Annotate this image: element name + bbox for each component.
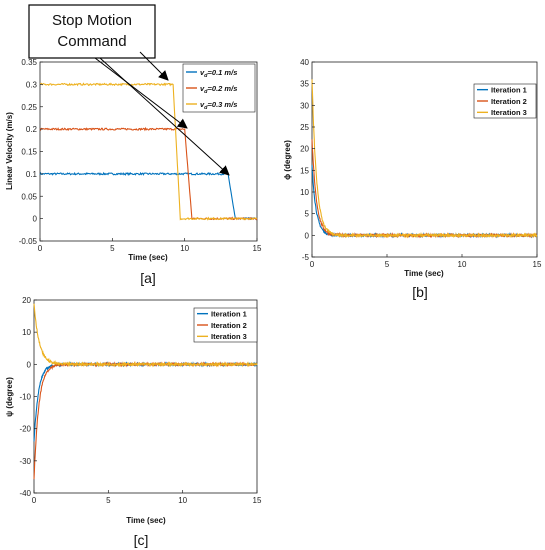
legend-b: Iteration 1 Iteration 2 Iteration 3 [473, 83, 537, 119]
xtick-label-b: 0 [310, 260, 315, 269]
ytick-label-c: 20 [22, 296, 31, 305]
xtick-label-a: 10 [180, 244, 189, 253]
xtick-label-c: 5 [106, 496, 111, 505]
ytick-label-c: 0 [27, 360, 32, 369]
xlabel-c: Time (sec) [126, 516, 166, 525]
xtick-label-b: 5 [385, 260, 390, 269]
series-line-b-3 [311, 79, 538, 239]
callout-box [28, 4, 156, 59]
legend-label-a-1: vd=0.1 m/s [200, 68, 237, 79]
legend-label-a-3: vd=0.3 m/s [200, 100, 237, 111]
callout-line-2: Command [57, 33, 126, 50]
ytick-label-b: 5 [305, 210, 310, 219]
ytick-label-c: 10 [22, 328, 31, 337]
ytick-label-c: -40 [19, 489, 31, 498]
ytick-label-b: 15 [300, 166, 309, 175]
legend-label-b-3: Iteration 3 [491, 108, 527, 117]
legend-label-c-1: Iteration 1 [211, 309, 247, 318]
ylabel-b: ϕ (degree) [283, 140, 292, 180]
legend-label-c-2: Iteration 2 [211, 321, 247, 330]
ytick-label-a: 0.2 [26, 125, 38, 134]
xlabel-b: Time (sec) [404, 269, 444, 278]
xtick-label-a: 0 [38, 244, 43, 253]
ytick-label-a: 0.25 [21, 103, 37, 112]
legend-a: vd=0.1 m/s vd=0.2 m/s vd=0.3 m/s [182, 63, 256, 113]
xtick-label-c: 0 [32, 496, 37, 505]
callout-arrow-1 [139, 51, 169, 81]
callout-arrow-2 [94, 57, 188, 129]
series-line-c-3 [33, 303, 258, 368]
ytick-label-b: -5 [302, 253, 310, 262]
ytick-label-b: 10 [300, 188, 309, 197]
ylabel-a: Linear Velocity (m/s) [5, 112, 14, 190]
panel-label-b: [b] [412, 284, 428, 300]
callout-line-1: Stop Motion [52, 12, 132, 29]
callout-arrow-3 [99, 57, 230, 176]
panel-label-a: [a] [140, 270, 156, 286]
xtick-label-c: 10 [178, 496, 187, 505]
legend-label-b-1: Iteration 1 [491, 85, 527, 94]
ytick-label-b: 0 [305, 231, 310, 240]
ytick-label-b: 25 [300, 123, 309, 132]
xtick-label-b: 15 [533, 260, 542, 269]
legend-label-a-2: vd=0.2 m/s [200, 84, 237, 95]
series-line-a-3 [39, 82, 258, 221]
legend-label-b-2: Iteration 2 [491, 97, 527, 106]
ytick-label-a: 0.3 [26, 80, 38, 89]
ytick-label-a: 0.35 [21, 58, 37, 67]
panel-c: 0 5 10 15 -40 -30 -20 -10 0 10 20 Time (sec) ψ (de… [5, 296, 262, 548]
ytick-label-a: 0.05 [21, 192, 37, 201]
ytick-label-a: -0.05 [19, 237, 38, 246]
xtick-label-a: 5 [110, 244, 115, 253]
panel-label-c: [c] [134, 532, 149, 548]
legend-label-c-3: Iteration 3 [211, 332, 247, 341]
ytick-label-c: -30 [19, 457, 31, 466]
ytick-label-b: 40 [300, 58, 309, 67]
xtick-label-a: 15 [253, 244, 262, 253]
ytick-label-a: 0.1 [26, 170, 38, 179]
ytick-label-b: 20 [300, 145, 309, 154]
stop-motion-callout: Stop Motion Command [28, 4, 230, 176]
xlabel-a: Time (sec) [128, 253, 168, 262]
ytick-label-a: 0 [33, 215, 38, 224]
ytick-label-c: -10 [19, 393, 31, 402]
ytick-label-b: 30 [300, 101, 309, 110]
ylabel-c: ψ (degree) [5, 377, 14, 417]
legend-c: Iteration 1 Iteration 2 Iteration 3 [193, 307, 258, 343]
ytick-label-a: 0.15 [21, 148, 37, 157]
ytick-label-b: 35 [300, 80, 309, 89]
xtick-label-c: 15 [253, 496, 262, 505]
ytick-label-c: -20 [19, 425, 31, 434]
xtick-label-b: 10 [458, 260, 467, 269]
